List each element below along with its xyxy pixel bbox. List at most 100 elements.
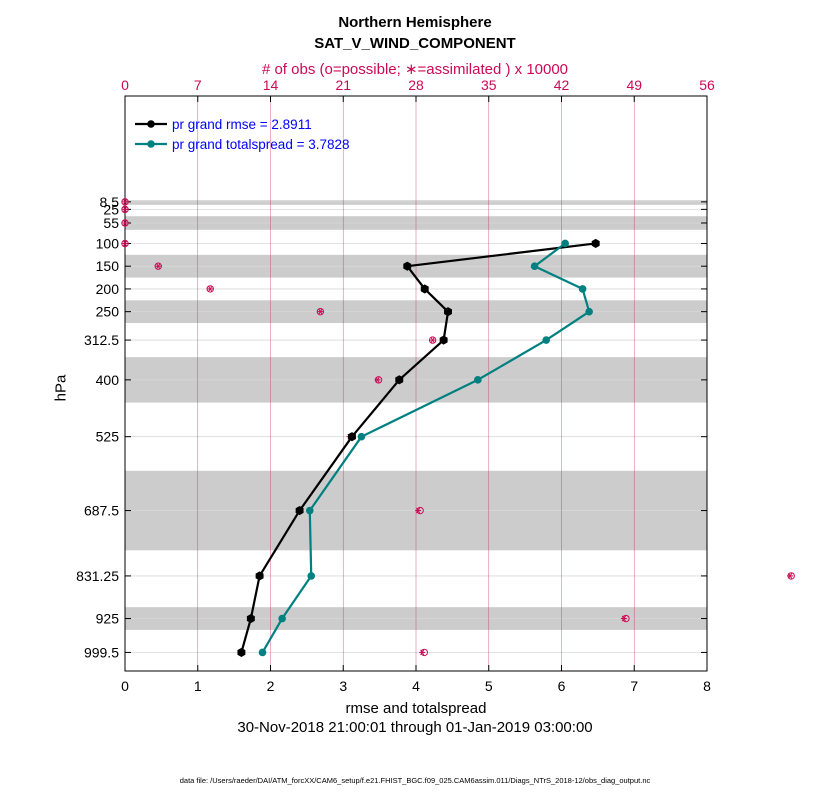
x-tick-label: 2	[267, 678, 275, 694]
rmse-point	[395, 375, 404, 385]
chart-title: Northern Hemisphere	[338, 14, 492, 31]
y-tick-label: 8.5	[100, 194, 120, 210]
y-tick-label: 55	[103, 215, 119, 231]
legend-label: pr grand totalspread = 3.7828	[172, 137, 350, 152]
x-tick-label: 5	[485, 678, 493, 694]
obs-assimilated-marker	[374, 376, 381, 383]
obs-possible-marker	[121, 219, 129, 227]
spread-point	[258, 648, 267, 657]
rmse-point	[444, 307, 452, 317]
legend: pr grand rmse = 2.8911 pr grand totalspre…	[135, 117, 350, 152]
legend-label: pr grand rmse = 2.8911	[172, 117, 312, 132]
rmse-point	[295, 505, 304, 516]
obs-possible-marker	[206, 285, 214, 293]
obs-possible-marker	[154, 262, 162, 270]
x-tick-label: 0	[121, 678, 129, 694]
top-tick-label: 14	[263, 77, 279, 93]
y-tick-label: 250	[96, 304, 120, 320]
obs-star-stroke	[122, 206, 128, 213]
y-tick-label: 999.5	[84, 644, 119, 660]
y-tick-label: 312.5	[84, 332, 119, 348]
x-tick-label: 6	[558, 678, 566, 694]
y-tick-label: 925	[96, 611, 120, 627]
y-tick-label: 100	[96, 235, 120, 251]
obs-star-stroke	[621, 615, 626, 622]
spread-point	[357, 432, 366, 441]
legend-marker	[147, 140, 155, 148]
y-tick-label: 400	[96, 372, 120, 388]
obs-assimilated-marker	[122, 220, 128, 226]
y-tick-label: 200	[96, 281, 120, 297]
obs-possible-marker	[121, 198, 129, 206]
obs-assimilated-marker	[787, 573, 794, 579]
x-axis-label: rmse and totalspread	[345, 700, 487, 717]
spread-point	[578, 285, 587, 293]
obs-star-stroke	[122, 240, 128, 247]
spread-point	[278, 614, 286, 623]
obs-star-stroke	[788, 573, 793, 579]
obs-star-stroke	[318, 308, 323, 315]
rmse-point	[255, 571, 264, 581]
y-tick-label: 25	[103, 201, 119, 217]
obs-possible-marker	[316, 307, 325, 316]
top-tick-label: 0	[121, 77, 129, 93]
obs-assimilated-marker	[317, 308, 324, 315]
spread-point	[561, 239, 569, 248]
spread-point	[474, 376, 482, 384]
x-tick-label: 8	[703, 678, 711, 694]
obs-assimilated-marker	[620, 615, 627, 622]
top-tick-label: 7	[194, 77, 202, 93]
obs-possible-marker	[428, 336, 437, 344]
y-tick-label: 525	[96, 429, 120, 445]
x-tick-label: 7	[630, 678, 638, 694]
top-axis-label: # of obs (o=possible; ∗=assimilated ) x …	[261, 61, 569, 78]
x-tick-label: 4	[412, 678, 420, 694]
obs-assimilated-marker	[155, 263, 162, 270]
rmse-point	[591, 238, 600, 249]
x-tick-label: 1	[194, 678, 202, 694]
rmse-point	[403, 261, 412, 271]
top-tick-label: 56	[699, 77, 715, 93]
obs-star-stroke	[208, 286, 213, 292]
obs-star-stroke	[375, 376, 380, 383]
spread-point	[585, 307, 593, 316]
obs-star-stroke	[416, 507, 421, 514]
rmse-point	[246, 613, 255, 624]
y-tick-label: 687.5	[84, 503, 119, 519]
obs-star-stroke	[420, 649, 425, 656]
spread-point	[530, 262, 539, 270]
rmse-point	[348, 432, 356, 442]
obs-assimilated-marker	[122, 199, 128, 205]
obs-star-stroke	[156, 263, 161, 270]
obs-assimilated-marker	[122, 240, 128, 247]
top-tick-label: 49	[626, 77, 642, 93]
obs-star-stroke	[122, 220, 128, 226]
y-tick-label: 150	[96, 258, 120, 274]
obs-possible-marker	[121, 239, 129, 248]
top-tick-label: 28	[408, 77, 424, 93]
rmse-point	[439, 335, 448, 345]
spread-point	[307, 572, 316, 580]
obs-assimilated-marker	[122, 206, 128, 213]
date-range: 30-Nov-2018 21:00:01 through 01-Jan-2019…	[237, 719, 593, 736]
obs-assimilated-marker	[429, 337, 436, 343]
chart-subtitle: SAT_V_WIND_COMPONENT	[314, 35, 516, 52]
obs-assimilated-marker	[415, 507, 422, 514]
rmse-point	[420, 284, 429, 294]
legend-marker	[147, 120, 155, 128]
top-tick-label: 35	[481, 77, 497, 93]
obs-star-stroke	[430, 337, 435, 343]
data-file-note: data file: /Users/raeder/DAI/ATM_forcXX/…	[179, 776, 651, 785]
obs-assimilated-marker	[419, 649, 426, 656]
spread-point	[542, 336, 551, 344]
obs-star-stroke	[122, 199, 128, 205]
top-tick-label: 42	[554, 77, 570, 93]
obs-assimilated-marker	[207, 286, 214, 292]
rmse-point	[237, 647, 246, 657]
spread-point	[305, 506, 314, 515]
obs-possible-marker	[121, 205, 129, 214]
x-tick-label: 3	[339, 678, 347, 694]
y-tick-label: 831.25	[76, 568, 119, 584]
top-tick-label: 21	[335, 77, 351, 93]
